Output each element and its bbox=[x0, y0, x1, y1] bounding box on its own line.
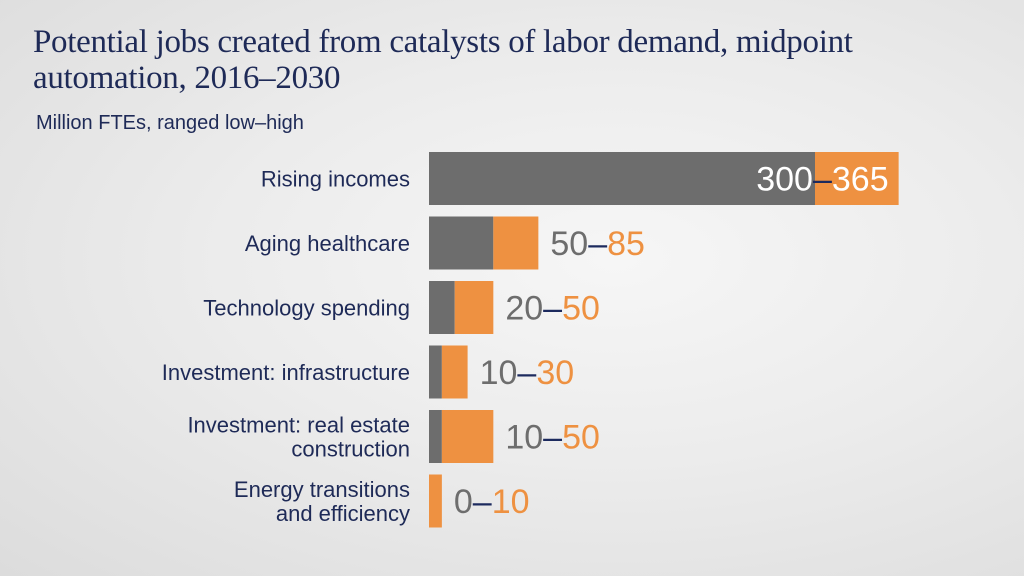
bar-row: Investment: real estate construction 10–50 bbox=[187, 410, 600, 463]
data-label-low: 10 bbox=[480, 354, 518, 392]
category-label: Technology spending bbox=[203, 296, 410, 321]
bar-high bbox=[441, 345, 468, 399]
category-label: Aging healthcare bbox=[245, 231, 410, 256]
data-label: 0–10 bbox=[454, 483, 530, 521]
data-label: 300–365 bbox=[756, 161, 888, 199]
bar-low bbox=[429, 152, 815, 205]
data-label: 10–30 bbox=[480, 354, 575, 392]
data-label-high: 50 bbox=[562, 290, 600, 328]
bar-low bbox=[429, 216, 494, 270]
bar-high bbox=[429, 474, 442, 528]
data-label-low: 10 bbox=[505, 419, 543, 457]
data-label-separator: – bbox=[517, 354, 536, 392]
bar-high bbox=[493, 216, 539, 270]
data-label-high: 50 bbox=[562, 419, 600, 457]
category-label: Rising incomes bbox=[261, 167, 410, 192]
bar-low bbox=[429, 410, 442, 463]
chart-title: Potential jobs created from catalysts of… bbox=[33, 24, 853, 96]
data-label-low: 300 bbox=[756, 161, 813, 199]
data-label-high: 365 bbox=[832, 161, 889, 199]
bar-high bbox=[454, 281, 494, 334]
data-label-separator: – bbox=[813, 161, 832, 199]
data-label-separator: – bbox=[588, 225, 607, 263]
bar-low bbox=[429, 281, 455, 334]
bar-high bbox=[441, 410, 494, 463]
category-label: Investment: real estate construction bbox=[187, 413, 410, 462]
bar-high bbox=[815, 152, 899, 205]
data-label: 10–50 bbox=[505, 419, 600, 457]
data-label-high: 85 bbox=[607, 225, 645, 263]
data-label-low: 0 bbox=[454, 483, 473, 521]
bar-row: Technology spending 20–50 bbox=[203, 281, 600, 334]
bar-low bbox=[429, 345, 442, 399]
bar-row: Energy transitions and efficiency 0–10 bbox=[234, 474, 530, 528]
category-label: Investment: infrastructure bbox=[162, 360, 410, 385]
data-label-low: 50 bbox=[550, 225, 588, 263]
data-label-low: 20 bbox=[505, 290, 543, 328]
bar-row: Investment: infrastructure 10–30 bbox=[162, 345, 575, 399]
data-label-high: 30 bbox=[536, 354, 574, 392]
category-label: Energy transitions and efficiency bbox=[234, 477, 410, 526]
data-label-separator: – bbox=[543, 290, 562, 328]
data-label-high: 10 bbox=[492, 483, 530, 521]
chart-subtitle: Million FTEs, ranged low–high bbox=[36, 112, 304, 134]
data-label-separator: – bbox=[473, 483, 492, 521]
data-label: 20–50 bbox=[505, 290, 600, 328]
data-label: 50–85 bbox=[550, 225, 645, 263]
data-label-separator: – bbox=[543, 419, 562, 457]
bar-row: Aging healthcare 50–85 bbox=[245, 216, 645, 270]
bar-row: Rising incomes 300–365 bbox=[261, 152, 899, 205]
